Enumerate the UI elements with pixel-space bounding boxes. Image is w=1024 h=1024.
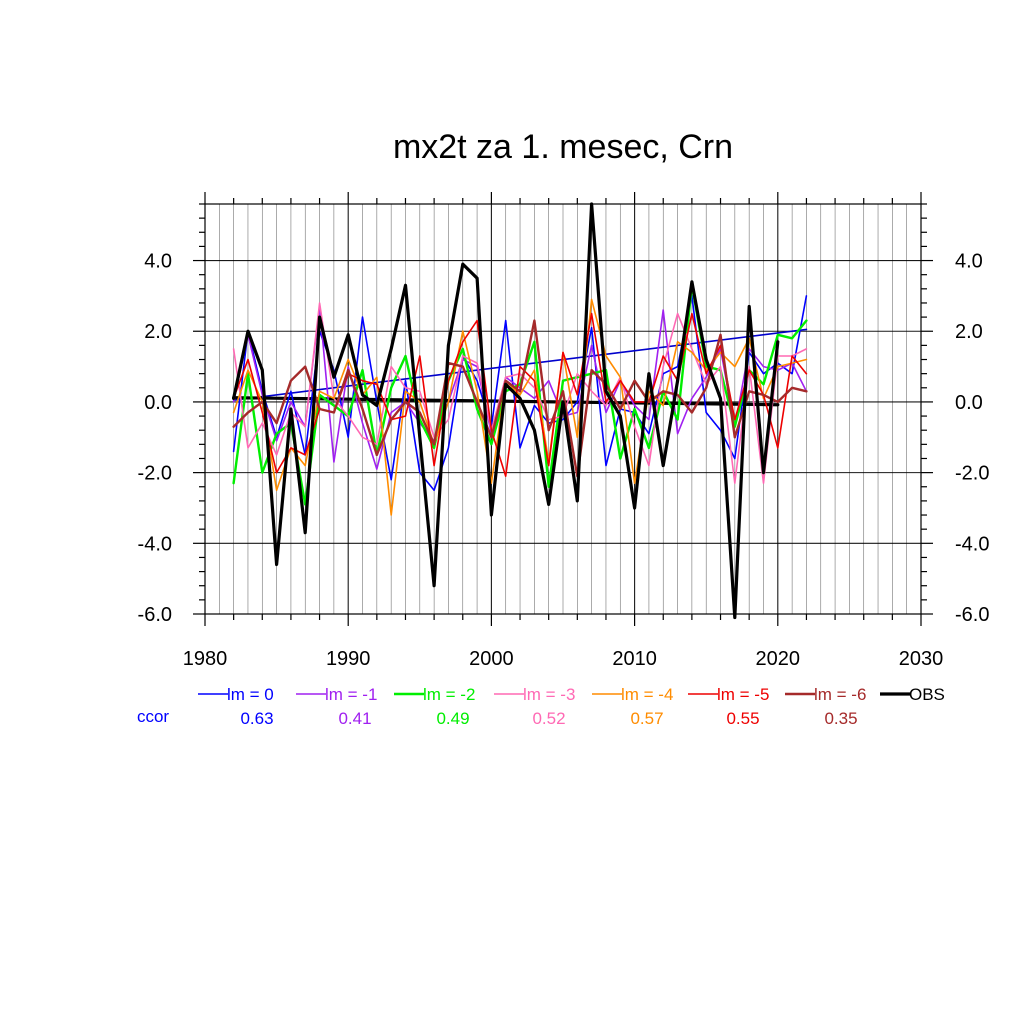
y-tick-label-left: 2.0 — [144, 321, 172, 343]
series-lines — [232, 202, 808, 620]
y-tick-label-left: 4.0 — [144, 251, 172, 273]
x-tick-label: 2030 — [899, 648, 944, 670]
x-tick-label: 2020 — [756, 648, 801, 670]
y-tick-label-left: -2.0 — [138, 463, 172, 485]
ccor-value: 0.49 — [436, 709, 469, 728]
y-tick-label-right: -2.0 — [955, 463, 989, 485]
y-tick-label-left: 0.0 — [144, 392, 172, 414]
x-tick-label: 1980 — [183, 648, 228, 670]
legend-label: lm = -2 — [423, 685, 475, 704]
ccor-row: ccor 0.63 0.41 0.49 0.52 0.57 0.55 0.35 — [137, 707, 858, 728]
grid — [205, 204, 921, 614]
legend-label: lm = -5 — [717, 685, 769, 704]
ccor-value: 0.57 — [630, 709, 663, 728]
legend-label: OBS — [909, 685, 945, 704]
x-tick-label: 1990 — [326, 648, 371, 670]
ccor-label: ccor — [137, 707, 169, 726]
y-tick-label-left: -6.0 — [138, 604, 172, 626]
axis-ticks — [193, 192, 933, 626]
ccor-value: 0.35 — [824, 709, 857, 728]
legend-label: lm = -4 — [621, 685, 673, 704]
plot-frame — [204, 203, 922, 615]
y-tick-label-right: 4.0 — [955, 251, 983, 273]
series-line — [232, 202, 780, 620]
legend-label: lm = -1 — [325, 685, 377, 704]
ccor-value: 0.63 — [240, 709, 273, 728]
ccor-value: 0.41 — [338, 709, 371, 728]
legend: lm = 0 lm = -1 lm = -2 lm = -3 lm = -4 lm = -… — [198, 685, 945, 704]
y-tick-label-right: 0.0 — [955, 392, 983, 414]
legend-label: lm = 0 — [227, 685, 274, 704]
y-tick-label-right: 2.0 — [955, 321, 983, 343]
legend-label: lm = -3 — [523, 685, 575, 704]
ccor-value: 0.55 — [726, 709, 759, 728]
y-tick-label-right: -6.0 — [955, 604, 989, 626]
tick-labels: 1980 1990 2000 2010 2020 2030 -6.0 -6.0 -4.0 -4.0… — [138, 251, 990, 670]
plot-border — [204, 203, 922, 615]
chart-title: mx2t za 1. mesec, Crn — [393, 128, 733, 166]
legend-label: lm = -6 — [814, 685, 866, 704]
trend-line — [232, 328, 808, 401]
y-tick-label-left: -4.0 — [138, 533, 172, 555]
x-tick-label: 2000 — [469, 648, 514, 670]
ccor-value: 0.52 — [532, 709, 565, 728]
y-tick-label-right: -4.0 — [955, 533, 989, 555]
x-tick-label: 2010 — [612, 648, 657, 670]
series-line — [232, 302, 808, 484]
